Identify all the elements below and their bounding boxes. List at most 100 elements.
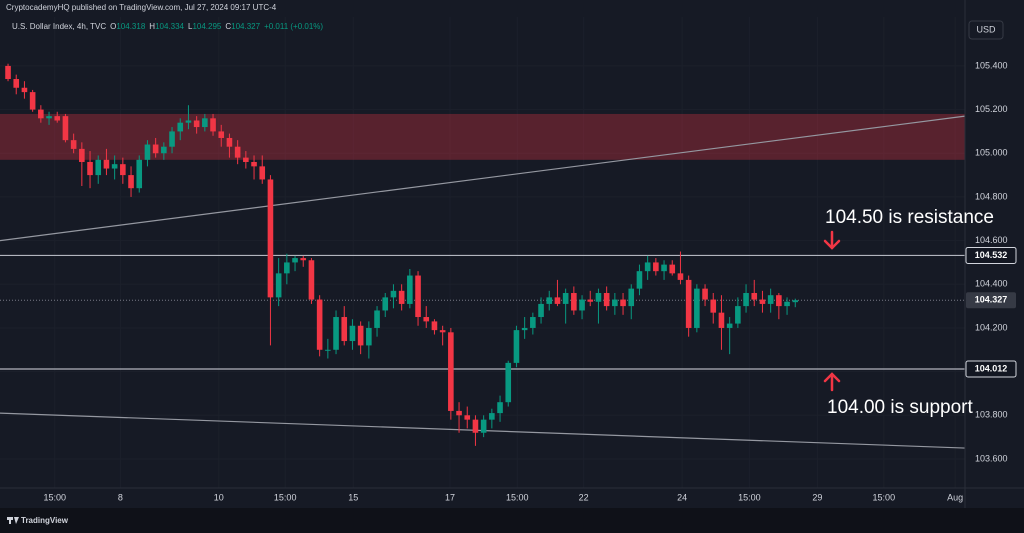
- candle: [726, 317, 733, 355]
- candle-body: [538, 303, 544, 318]
- candle-body: [694, 288, 700, 328]
- candle-body: [685, 279, 692, 328]
- candle: [595, 288, 602, 324]
- y-tick-label: 104.200: [975, 322, 1008, 332]
- candle: [489, 408, 495, 429]
- candle-body: [595, 293, 602, 302]
- y-tick-label: 104.800: [975, 191, 1008, 201]
- candle: [571, 286, 577, 315]
- candle: [259, 155, 266, 184]
- candle: [546, 290, 553, 311]
- candle: [103, 148, 110, 176]
- y-tick-label: 105.200: [975, 104, 1008, 114]
- candle-body: [226, 137, 233, 147]
- candle-body: [275, 273, 282, 298]
- y-tick-label: 105.400: [975, 60, 1008, 70]
- candle: [579, 295, 585, 320]
- candle-body: [653, 262, 659, 272]
- currency[interactable]: USD: [976, 24, 996, 34]
- y-tick-label: 104.600: [975, 235, 1008, 245]
- candle: [390, 284, 397, 309]
- candle-body: [5, 65, 11, 80]
- candle: [497, 395, 503, 422]
- candle: [562, 288, 569, 324]
- candle: [38, 105, 44, 123]
- candle: [177, 118, 184, 141]
- candle: [702, 284, 708, 307]
- legend-value: 104.327: [231, 22, 260, 31]
- candle: [79, 142, 85, 187]
- candle-body: [472, 419, 479, 433]
- candle: [530, 312, 536, 335]
- candle: [448, 327, 454, 420]
- candle-body: [743, 293, 749, 307]
- candle-body: [521, 327, 528, 331]
- candle: [54, 111, 61, 123]
- currency-button[interactable]: [968, 20, 1004, 40]
- candle: [423, 306, 430, 328]
- candle: [382, 293, 389, 318]
- candle: [644, 255, 651, 280]
- candle-body: [46, 116, 52, 119]
- y-tick-label: 103.600: [975, 453, 1008, 463]
- candle: [612, 293, 618, 315]
- candle-body: [259, 166, 266, 180]
- trendline: [0, 115, 966, 242]
- candle-body: [759, 299, 766, 304]
- candle-body: [784, 301, 790, 307]
- x-tick-label: 10: [214, 492, 224, 502]
- candle: [62, 113, 69, 143]
- candle: [710, 293, 717, 324]
- candle-body: [448, 332, 454, 411]
- legend-value: 104.318: [116, 22, 145, 31]
- candle: [29, 89, 36, 112]
- candle-body: [751, 293, 758, 300]
- candle: [374, 306, 380, 337]
- candle-body: [185, 120, 192, 123]
- candle: [513, 325, 520, 368]
- candle: [538, 297, 544, 324]
- candle: [431, 319, 438, 335]
- x-tick-label: 24: [677, 492, 687, 502]
- candle: [316, 295, 323, 357]
- candle: [792, 298, 799, 308]
- candle: [439, 325, 446, 346]
- candle: [136, 155, 143, 193]
- candle: [341, 306, 348, 346]
- brand: TradingView: [21, 516, 69, 525]
- candle-body: [70, 140, 77, 149]
- candle-body: [571, 293, 577, 311]
- y-tick-label: 105.000: [975, 148, 1008, 158]
- candle-body: [636, 271, 643, 289]
- candle: [284, 253, 290, 285]
- candle-body: [480, 419, 487, 433]
- y-tick-label: 103.800: [975, 410, 1008, 420]
- candle: [226, 133, 233, 158]
- candle: [202, 113, 208, 132]
- x-tick-label: 29: [812, 492, 822, 502]
- candle: [152, 137, 159, 158]
- arrow-up: [823, 372, 841, 392]
- candle-body: [120, 164, 126, 176]
- candle: [210, 113, 216, 136]
- candle-body: [300, 258, 307, 261]
- x-tick-label: 15:00: [506, 492, 529, 502]
- x-tick-label: 15: [348, 492, 358, 502]
- candle: [677, 251, 684, 285]
- legend-value: +0.011 (+0.01%): [264, 22, 323, 31]
- candle-body: [513, 330, 520, 363]
- arrow-down: [823, 230, 841, 250]
- candle-body: [587, 299, 594, 302]
- candle: [128, 166, 134, 197]
- candle: [275, 258, 282, 307]
- candle: [456, 402, 462, 433]
- level-label: 104.012: [975, 363, 1008, 373]
- last-price-box: [966, 292, 1016, 309]
- candle-body: [530, 317, 536, 328]
- candle-body: [62, 116, 69, 141]
- candle-body: [202, 118, 208, 128]
- candle-body: [497, 402, 503, 414]
- candle: [70, 133, 77, 154]
- candle-body: [21, 87, 28, 93]
